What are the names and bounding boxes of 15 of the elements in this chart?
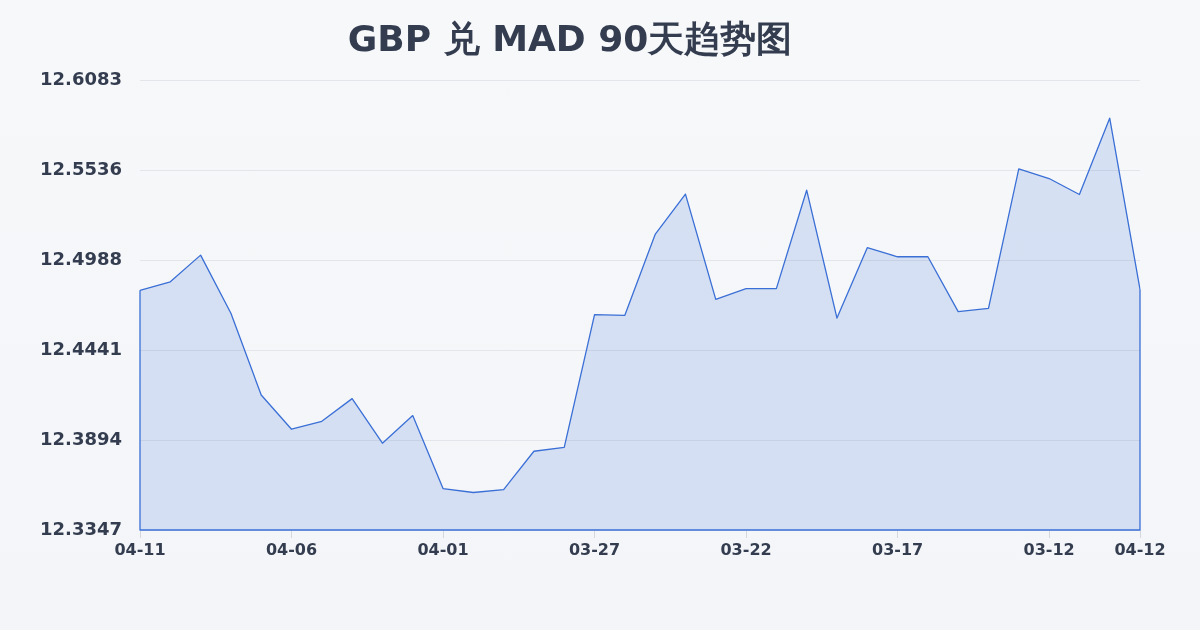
x-tick-label: 04-12 [1114, 539, 1166, 559]
x-tick-label: 04-01 [417, 539, 469, 559]
y-tick-label: 12.3894 [40, 427, 122, 449]
x-tick-label: 04-06 [265, 539, 318, 559]
y-tick-label: 12.4441 [40, 337, 122, 359]
y-tick-label: 12.4988 [40, 247, 122, 269]
x-tick-label: 03-22 [720, 539, 772, 559]
y-tick-label: 12.5536 [40, 157, 122, 179]
y-tick-label: 12.3347 [40, 517, 122, 539]
y-tick-label: 12.6083 [40, 67, 122, 89]
x-tick-label: 04-11 [114, 539, 166, 559]
chart-title: GBP 兑 MAD 90天趋势图 [347, 17, 793, 59]
x-tick-label: 03-12 [1023, 539, 1075, 559]
x-tick-label: 03-27 [568, 539, 621, 559]
x-tick-label: 03-17 [871, 539, 924, 559]
